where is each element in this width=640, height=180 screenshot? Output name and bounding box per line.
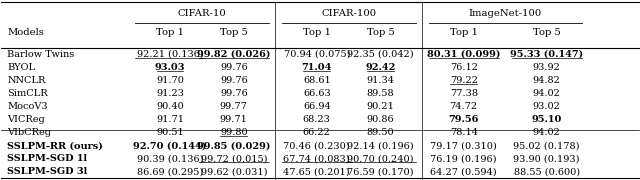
Text: 79.56: 79.56: [449, 115, 479, 124]
Text: 90.51: 90.51: [156, 128, 184, 137]
Text: VICReg: VICReg: [7, 115, 45, 124]
Text: ImageNet-100: ImageNet-100: [468, 9, 542, 18]
Text: 92.70 (0.144): 92.70 (0.144): [133, 141, 207, 150]
Text: 66.63: 66.63: [303, 89, 331, 98]
Text: Top 1: Top 1: [450, 28, 477, 37]
Text: 77.38: 77.38: [450, 89, 477, 98]
Text: 92.21 (0.136): 92.21 (0.136): [136, 50, 204, 59]
Text: 76.59 (0.170): 76.59 (0.170): [348, 167, 414, 176]
Text: SSLPM-SGD 3l: SSLPM-SGD 3l: [7, 167, 87, 176]
Text: BYOL: BYOL: [7, 63, 35, 72]
Text: Models: Models: [7, 28, 44, 37]
Text: 93.92: 93.92: [532, 63, 561, 72]
Text: 91.70: 91.70: [156, 76, 184, 85]
Text: 94.82: 94.82: [532, 76, 561, 85]
Text: 99.62 (0.031): 99.62 (0.031): [200, 167, 267, 176]
Text: 95.02 (0.178): 95.02 (0.178): [513, 141, 580, 150]
Text: 90.21: 90.21: [367, 102, 395, 111]
Text: 94.02: 94.02: [532, 128, 561, 137]
Text: SSLPM-RR (ours): SSLPM-RR (ours): [7, 141, 103, 150]
Text: 95.10: 95.10: [531, 115, 562, 124]
Text: Top 5: Top 5: [220, 28, 248, 37]
Text: 89.50: 89.50: [367, 128, 394, 137]
Text: 99.72 (0.015): 99.72 (0.015): [200, 154, 267, 163]
Text: 80.31 (0.099): 80.31 (0.099): [427, 50, 500, 59]
Text: 70.94 (0.075): 70.94 (0.075): [284, 50, 350, 59]
Text: 90.40: 90.40: [156, 102, 184, 111]
Text: 88.55 (0.600): 88.55 (0.600): [514, 167, 580, 176]
Text: CIFAR-100: CIFAR-100: [321, 9, 376, 18]
Text: 76.19 (0.196): 76.19 (0.196): [431, 154, 497, 163]
Text: 95.33 (0.147): 95.33 (0.147): [510, 50, 583, 59]
Text: 68.61: 68.61: [303, 76, 331, 85]
Text: 86.69 (0.295): 86.69 (0.295): [137, 167, 203, 176]
Text: 92.42: 92.42: [365, 63, 396, 72]
Text: 68.23: 68.23: [303, 115, 331, 124]
Text: 99.77: 99.77: [220, 102, 248, 111]
Text: 99.82 (0.026): 99.82 (0.026): [197, 50, 271, 59]
Text: 92.35 (0.042): 92.35 (0.042): [348, 50, 414, 59]
Text: 91.34: 91.34: [367, 76, 395, 85]
Text: VIbCReg: VIbCReg: [7, 128, 51, 137]
Text: NNCLR: NNCLR: [7, 76, 45, 85]
Text: MocoV3: MocoV3: [7, 102, 48, 111]
Text: 90.39 (0.136): 90.39 (0.136): [137, 154, 203, 163]
Text: 93.02: 93.02: [532, 102, 561, 111]
Text: 79.17 (0.310): 79.17 (0.310): [430, 141, 497, 150]
Text: 99.76: 99.76: [220, 63, 248, 72]
Text: 79.22: 79.22: [450, 76, 477, 85]
Text: 67.74 (0.083): 67.74 (0.083): [284, 154, 350, 163]
Text: 66.94: 66.94: [303, 102, 331, 111]
Text: 76.12: 76.12: [450, 63, 477, 72]
Text: Top 5: Top 5: [367, 28, 395, 37]
Text: 78.14: 78.14: [450, 128, 477, 137]
Text: 93.90 (0.193): 93.90 (0.193): [513, 154, 580, 163]
Text: Top 1: Top 1: [303, 28, 331, 37]
Text: 99.80: 99.80: [220, 128, 248, 137]
Text: 64.27 (0.594): 64.27 (0.594): [430, 167, 497, 176]
Text: 70.46 (0.230): 70.46 (0.230): [284, 141, 350, 150]
Text: 99.76: 99.76: [220, 76, 248, 85]
Text: 94.02: 94.02: [532, 89, 561, 98]
Text: 47.65 (0.201): 47.65 (0.201): [284, 167, 350, 176]
Text: Top 1: Top 1: [156, 28, 184, 37]
Text: 74.72: 74.72: [450, 102, 477, 111]
Text: 91.71: 91.71: [156, 115, 184, 124]
Text: 99.71: 99.71: [220, 115, 248, 124]
Text: 90.86: 90.86: [367, 115, 394, 124]
Text: 92.14 (0.196): 92.14 (0.196): [348, 141, 414, 150]
Text: 90.70 (0.240): 90.70 (0.240): [348, 154, 414, 163]
Text: Barlow Twins: Barlow Twins: [7, 50, 74, 59]
Text: 91.23: 91.23: [156, 89, 184, 98]
Text: 93.03: 93.03: [155, 63, 185, 72]
Text: CIFAR-10: CIFAR-10: [177, 9, 226, 18]
Text: 99.76: 99.76: [220, 89, 248, 98]
Text: 99.85 (0.029): 99.85 (0.029): [197, 141, 271, 150]
Text: Top 5: Top 5: [532, 28, 561, 37]
Text: 66.22: 66.22: [303, 128, 331, 137]
Text: SimCLR: SimCLR: [7, 89, 48, 98]
Text: 71.04: 71.04: [301, 63, 332, 72]
Text: 89.58: 89.58: [367, 89, 394, 98]
Text: SSLPM-SGD 1l: SSLPM-SGD 1l: [7, 154, 87, 163]
